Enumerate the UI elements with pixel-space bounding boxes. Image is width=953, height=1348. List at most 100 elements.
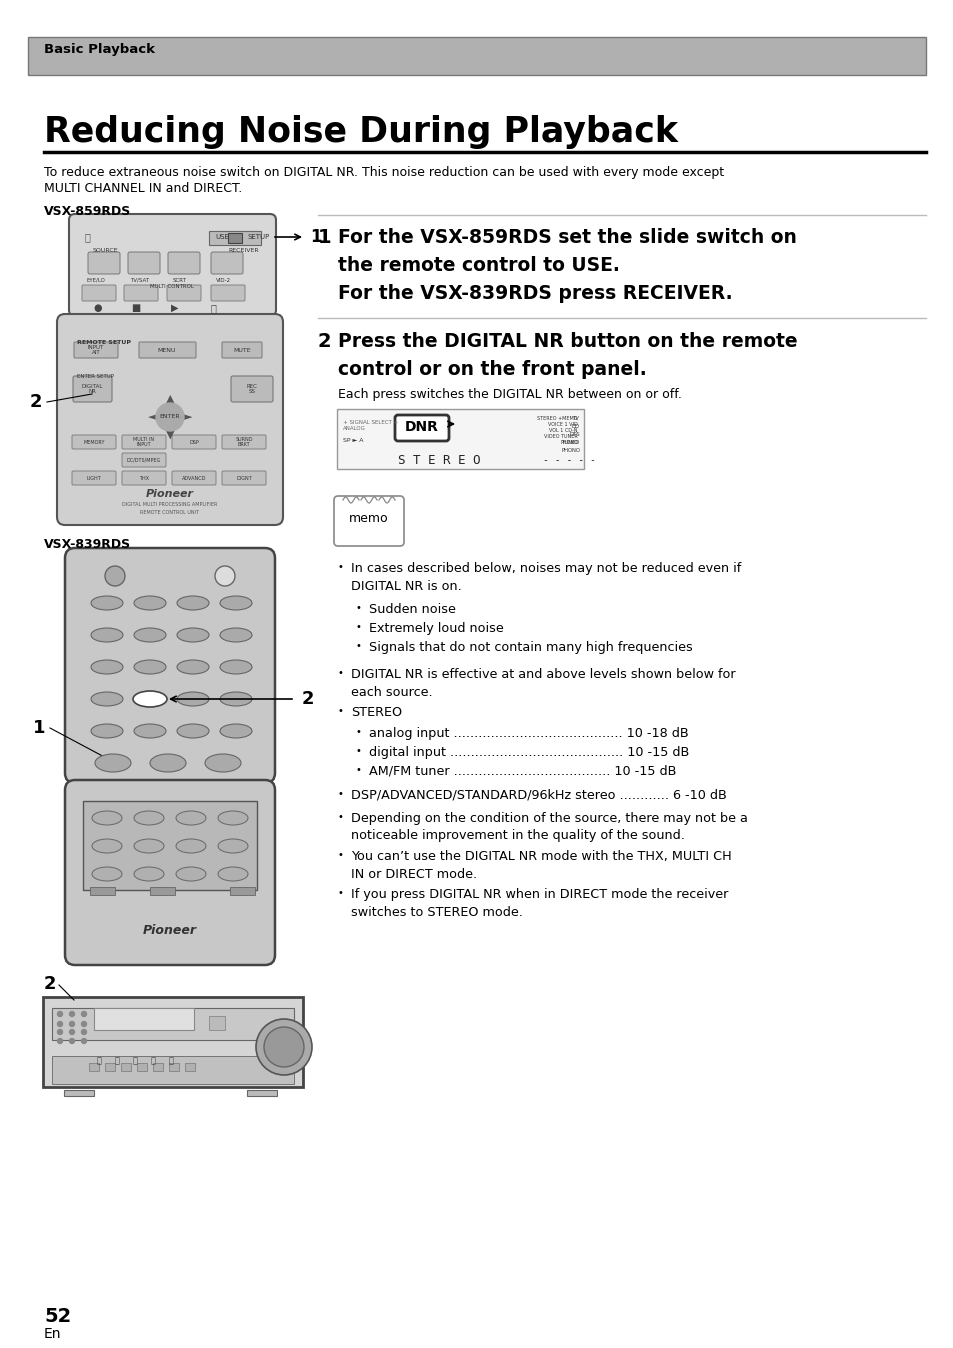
Text: INPUT
AIT: INPUT AIT	[88, 345, 104, 356]
Text: ■: ■	[131, 303, 140, 313]
Text: SETUP: SETUP	[248, 235, 270, 240]
Text: ⏮: ⏮	[96, 1057, 101, 1065]
FancyBboxPatch shape	[71, 470, 116, 485]
Ellipse shape	[133, 867, 164, 882]
Ellipse shape	[218, 838, 248, 853]
Text: Each press switches the DIGITAL NR between on or off.: Each press switches the DIGITAL NR betwe…	[337, 388, 681, 400]
Ellipse shape	[91, 811, 122, 825]
Text: ANALOG: ANALOG	[343, 426, 366, 430]
FancyBboxPatch shape	[336, 408, 583, 469]
Text: ⏺: ⏺	[151, 1057, 155, 1065]
FancyBboxPatch shape	[139, 342, 195, 359]
FancyBboxPatch shape	[71, 435, 116, 449]
Text: 1: 1	[33, 718, 46, 737]
Text: ENTER: ENTER	[159, 414, 180, 419]
Text: MENU: MENU	[157, 348, 176, 352]
Text: VSX-839RDS: VSX-839RDS	[44, 538, 131, 551]
Text: 2: 2	[317, 332, 332, 350]
Text: Signals that do not contain many high frequencies: Signals that do not contain many high fr…	[369, 642, 692, 654]
Text: In cases described below, noises may not be reduced even if
DIGITAL NR is on.: In cases described below, noises may not…	[351, 562, 740, 593]
Text: DSP/ADVANCED/STANDARD/96kHz stereo ............ 6 -10 dB: DSP/ADVANCED/STANDARD/96kHz stereo .....…	[351, 789, 726, 802]
FancyBboxPatch shape	[83, 801, 256, 890]
Ellipse shape	[91, 724, 123, 737]
Text: VSX-859RDS: VSX-859RDS	[44, 205, 132, 218]
Text: analog input ......................................... 10 -18 dB: analog input ...........................…	[369, 727, 688, 740]
Ellipse shape	[177, 596, 209, 611]
Ellipse shape	[218, 867, 248, 882]
Ellipse shape	[133, 724, 166, 737]
Bar	[247, 1091, 276, 1096]
Text: REMOTE CONTROL UNIT: REMOTE CONTROL UNIT	[140, 511, 199, 515]
Text: •: •	[355, 603, 361, 613]
Text: •: •	[355, 642, 361, 651]
Text: TV/SAT: TV/SAT	[130, 278, 149, 283]
Ellipse shape	[91, 867, 122, 882]
FancyBboxPatch shape	[222, 435, 266, 449]
Ellipse shape	[177, 724, 209, 737]
Ellipse shape	[91, 628, 123, 642]
FancyBboxPatch shape	[122, 470, 166, 485]
Ellipse shape	[220, 661, 252, 674]
Text: •: •	[337, 706, 343, 716]
Bar	[64, 1091, 94, 1096]
FancyBboxPatch shape	[73, 376, 112, 402]
Circle shape	[81, 1030, 87, 1034]
Circle shape	[81, 1011, 87, 1016]
FancyBboxPatch shape	[222, 342, 262, 359]
Circle shape	[156, 403, 184, 431]
Text: ADVANCD: ADVANCD	[182, 476, 206, 480]
Text: ⏯: ⏯	[169, 1057, 173, 1065]
Text: MULTI CONTROL: MULTI CONTROL	[150, 284, 193, 290]
Ellipse shape	[133, 811, 164, 825]
Text: Extremely loud noise: Extremely loud noise	[369, 621, 503, 635]
FancyBboxPatch shape	[209, 231, 261, 245]
Circle shape	[57, 1022, 63, 1026]
Circle shape	[70, 1022, 74, 1026]
FancyBboxPatch shape	[211, 252, 243, 274]
Text: 52: 52	[44, 1308, 71, 1326]
Text: 1: 1	[317, 228, 332, 247]
FancyBboxPatch shape	[124, 284, 158, 301]
Bar	[52, 1008, 294, 1041]
FancyBboxPatch shape	[88, 252, 120, 274]
Bar	[89, 1064, 99, 1072]
Ellipse shape	[133, 628, 166, 642]
Text: SOURCE: SOURCE	[92, 248, 118, 253]
Circle shape	[81, 1038, 87, 1043]
Circle shape	[57, 1011, 63, 1016]
Ellipse shape	[220, 724, 252, 737]
Ellipse shape	[95, 754, 131, 772]
Bar	[105, 1064, 115, 1072]
Ellipse shape	[218, 811, 248, 825]
FancyBboxPatch shape	[334, 496, 403, 546]
Text: ◄: ◄	[148, 412, 156, 422]
Bar	[137, 1064, 147, 1072]
Text: REMOTE SETUP: REMOTE SETUP	[77, 340, 131, 345]
Text: AM/FM tuner ...................................... 10 -15 dB: AM/FM tuner ............................…	[369, 766, 676, 778]
Text: REC
SS: REC SS	[246, 384, 257, 395]
Text: •: •	[355, 727, 361, 737]
Ellipse shape	[175, 838, 206, 853]
Text: RECEIVER: RECEIVER	[228, 248, 258, 253]
Text: Press the DIGITAL NR button on the remote
control or on the front panel.: Press the DIGITAL NR button on the remot…	[337, 332, 797, 379]
Text: 2: 2	[30, 394, 43, 411]
Bar	[209, 1016, 225, 1030]
Text: LIGHT: LIGHT	[87, 476, 101, 480]
FancyBboxPatch shape	[69, 214, 275, 315]
Text: SCRT: SCRT	[172, 278, 187, 283]
FancyBboxPatch shape	[168, 252, 200, 274]
Text: TUNED: TUNED	[561, 439, 579, 445]
Text: ENTER SETUP: ENTER SETUP	[77, 373, 113, 379]
Text: MUTE: MUTE	[233, 348, 251, 352]
Text: ⏭: ⏭	[114, 1057, 119, 1065]
Text: STEREO: STEREO	[351, 706, 402, 718]
Text: - - - - -: - - - - -	[542, 456, 596, 465]
Ellipse shape	[220, 596, 252, 611]
Text: •: •	[337, 669, 343, 678]
Ellipse shape	[133, 596, 166, 611]
FancyBboxPatch shape	[211, 284, 245, 301]
Text: For the VSX-859RDS set the slide switch on
the remote control to USE.
For the VS: For the VSX-859RDS set the slide switch …	[337, 228, 796, 303]
Text: digital input .......................................... 10 -15 dB: digital input ..........................…	[369, 745, 688, 759]
Text: + SIGNAL SELECT +: + SIGNAL SELECT +	[343, 419, 397, 425]
Bar	[94, 1008, 193, 1030]
